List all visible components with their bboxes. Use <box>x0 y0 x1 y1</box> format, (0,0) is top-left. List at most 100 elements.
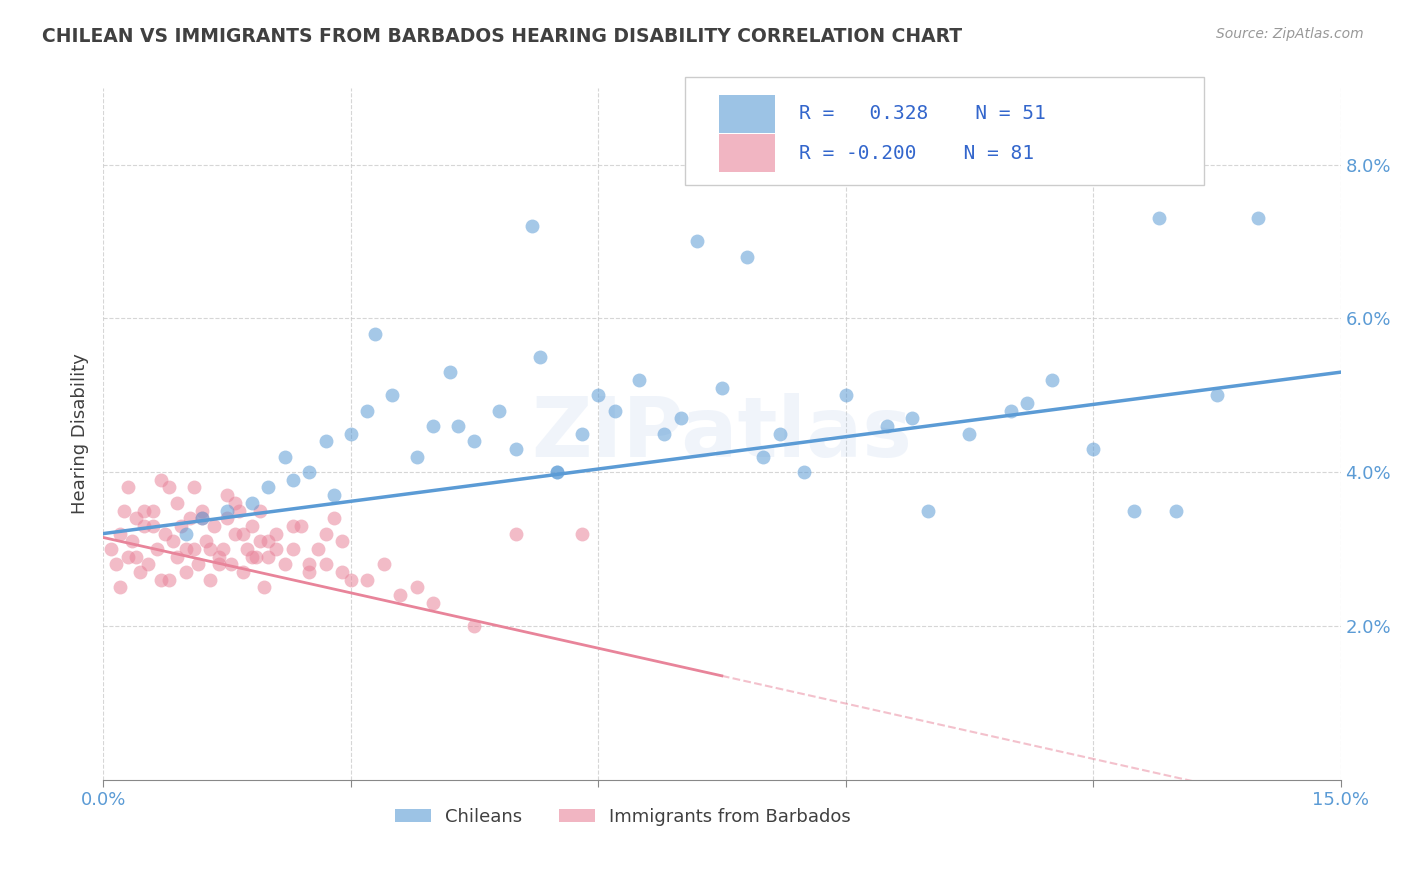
Point <box>546 465 568 479</box>
Point <box>134 503 156 517</box>
Point <box>1164 503 1187 517</box>
Point <box>752 450 775 464</box>
Point <box>422 596 444 610</box>
FancyBboxPatch shape <box>720 95 775 133</box>
Point <box>240 519 263 533</box>
Text: ZIPatlas: ZIPatlas <box>531 393 912 475</box>
Point <box>211 541 233 556</box>
Point <box>463 619 485 633</box>
Point <box>245 549 267 564</box>
Point <box>100 541 122 556</box>
Point <box>166 496 188 510</box>
Point <box>121 534 143 549</box>
Point <box>546 465 568 479</box>
Point <box>200 573 222 587</box>
Text: Source: ZipAtlas.com: Source: ZipAtlas.com <box>1216 27 1364 41</box>
Point <box>240 496 263 510</box>
Point <box>257 534 280 549</box>
Point <box>166 549 188 564</box>
Point <box>315 526 337 541</box>
Point <box>422 419 444 434</box>
FancyBboxPatch shape <box>685 78 1205 185</box>
Point <box>373 558 395 572</box>
Point <box>207 558 229 572</box>
Point <box>505 526 527 541</box>
Point <box>290 519 312 533</box>
Point <box>200 541 222 556</box>
Point <box>249 534 271 549</box>
Point <box>298 565 321 579</box>
Text: R = -0.200    N = 81: R = -0.200 N = 81 <box>799 144 1033 163</box>
Point <box>125 549 148 564</box>
Point <box>207 549 229 564</box>
Point <box>281 541 304 556</box>
Point <box>356 403 378 417</box>
Point <box>315 434 337 449</box>
Point <box>219 558 242 572</box>
Point <box>204 519 226 533</box>
Point <box>240 549 263 564</box>
Point <box>586 388 609 402</box>
Point <box>273 558 295 572</box>
Point <box>364 326 387 341</box>
Point <box>125 511 148 525</box>
Point <box>628 373 651 387</box>
Point <box>215 488 238 502</box>
Point <box>652 426 675 441</box>
Point <box>281 473 304 487</box>
Point <box>323 511 346 525</box>
Point <box>224 496 246 510</box>
Point <box>1000 403 1022 417</box>
Point <box>112 503 135 517</box>
Point <box>228 503 250 517</box>
Point <box>529 350 551 364</box>
Point <box>735 250 758 264</box>
Point <box>183 541 205 556</box>
Point <box>1015 396 1038 410</box>
Point <box>488 403 510 417</box>
Point <box>768 426 790 441</box>
Point <box>134 519 156 533</box>
Point <box>307 541 329 556</box>
Point <box>323 488 346 502</box>
Point <box>957 426 980 441</box>
Text: R =   0.328    N = 51: R = 0.328 N = 51 <box>799 103 1045 123</box>
Point <box>439 365 461 379</box>
Point <box>1040 373 1063 387</box>
Point <box>157 481 180 495</box>
Point <box>249 503 271 517</box>
Point <box>191 511 214 525</box>
Point <box>195 534 218 549</box>
Point <box>273 450 295 464</box>
Y-axis label: Hearing Disability: Hearing Disability <box>72 353 89 514</box>
Point <box>266 526 288 541</box>
Point <box>117 481 139 495</box>
Point <box>900 411 922 425</box>
Point <box>108 526 131 541</box>
Point <box>571 426 593 441</box>
Point <box>1147 211 1170 226</box>
Point <box>138 558 160 572</box>
Point <box>463 434 485 449</box>
Point <box>669 411 692 425</box>
Point <box>356 573 378 587</box>
Point <box>505 442 527 456</box>
Point <box>236 541 259 556</box>
Point <box>1205 388 1227 402</box>
Point <box>447 419 470 434</box>
Point <box>793 465 815 479</box>
Point <box>215 503 238 517</box>
Point <box>1247 211 1270 226</box>
Point <box>405 450 427 464</box>
Point <box>520 219 543 233</box>
Point <box>174 526 197 541</box>
Point <box>232 565 254 579</box>
Point <box>149 473 172 487</box>
Point <box>710 380 733 394</box>
Point <box>117 549 139 564</box>
Point <box>129 565 152 579</box>
Point <box>104 558 127 572</box>
Point <box>298 558 321 572</box>
Point <box>330 565 353 579</box>
Point <box>108 581 131 595</box>
